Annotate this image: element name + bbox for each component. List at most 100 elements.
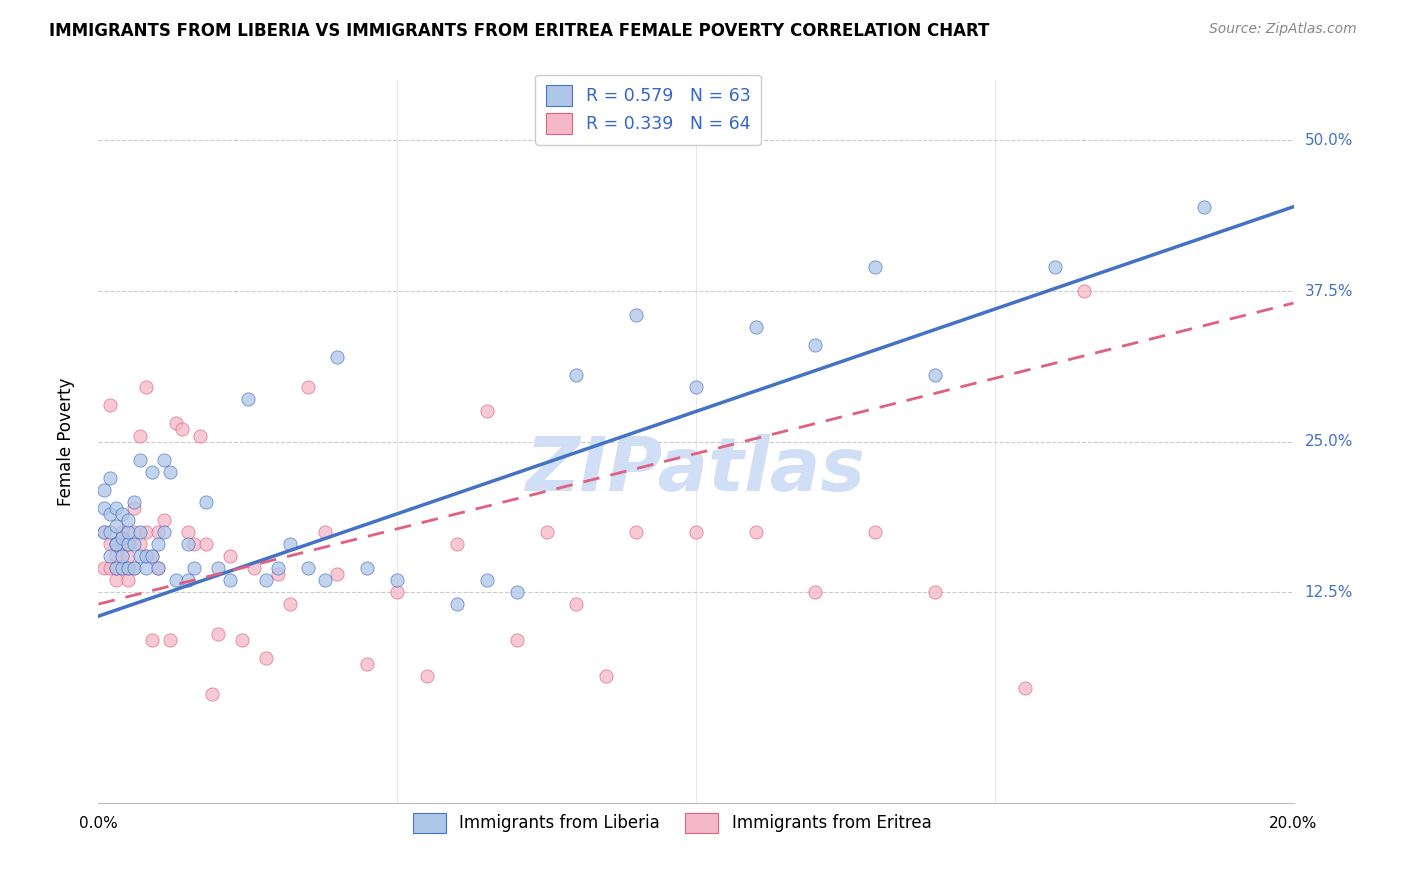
Point xyxy=(183,561,205,575)
Point xyxy=(98,398,122,412)
Point xyxy=(315,524,337,539)
Point xyxy=(595,669,617,683)
Point xyxy=(865,524,887,539)
Point xyxy=(141,549,163,563)
Point xyxy=(201,687,224,701)
Point xyxy=(565,597,588,611)
Point xyxy=(117,537,139,551)
Point xyxy=(804,338,827,352)
Point xyxy=(207,561,229,575)
Point xyxy=(385,585,409,599)
Point xyxy=(183,537,205,551)
Point xyxy=(236,392,259,407)
Point xyxy=(506,585,529,599)
Point xyxy=(148,537,170,551)
Text: 50.0%: 50.0% xyxy=(1305,133,1353,148)
Text: Source: ZipAtlas.com: Source: ZipAtlas.com xyxy=(1209,22,1357,37)
Y-axis label: Female Poverty: Female Poverty xyxy=(56,377,75,506)
Point xyxy=(148,561,170,575)
Point xyxy=(165,417,187,431)
Point xyxy=(98,537,122,551)
Point xyxy=(195,537,218,551)
Point xyxy=(124,494,146,508)
Point xyxy=(148,561,170,575)
Point xyxy=(135,380,157,394)
Point xyxy=(231,633,253,648)
Point xyxy=(1014,681,1036,696)
Point xyxy=(297,561,319,575)
Point xyxy=(297,380,319,394)
Point xyxy=(117,549,139,563)
Point xyxy=(745,320,768,334)
Point xyxy=(141,633,163,648)
Point xyxy=(111,531,134,545)
Point xyxy=(124,500,146,515)
Point xyxy=(416,669,439,683)
Point xyxy=(111,549,134,563)
Point xyxy=(105,500,128,515)
Point xyxy=(98,561,122,575)
Point xyxy=(98,524,122,539)
Point xyxy=(93,524,115,539)
Point xyxy=(117,561,139,575)
Point xyxy=(745,524,768,539)
Point xyxy=(129,452,152,467)
Point xyxy=(356,657,378,672)
Point xyxy=(326,567,349,582)
Point xyxy=(129,549,152,563)
Point xyxy=(177,524,200,539)
Point xyxy=(243,561,266,575)
Point xyxy=(141,549,163,563)
Point xyxy=(111,561,134,575)
Point xyxy=(111,561,134,575)
Point xyxy=(475,404,498,418)
Point xyxy=(98,507,122,521)
Point xyxy=(93,524,115,539)
Point xyxy=(135,549,157,563)
Point xyxy=(446,537,468,551)
Point xyxy=(117,561,139,575)
Point xyxy=(219,549,242,563)
Point xyxy=(93,483,115,497)
Point xyxy=(105,537,128,551)
Point xyxy=(254,573,277,587)
Point xyxy=(195,494,218,508)
Point xyxy=(135,524,157,539)
Point xyxy=(124,561,146,575)
Point xyxy=(148,524,170,539)
Point xyxy=(804,585,827,599)
Point xyxy=(93,561,115,575)
Point xyxy=(153,513,176,527)
Point xyxy=(124,537,146,551)
Point xyxy=(326,350,349,364)
Point xyxy=(159,465,181,479)
Point xyxy=(315,573,337,587)
Point xyxy=(177,537,200,551)
Point xyxy=(278,537,301,551)
Point xyxy=(111,524,134,539)
Point xyxy=(1192,200,1215,214)
Point xyxy=(506,633,529,648)
Point xyxy=(105,537,128,551)
Point xyxy=(135,549,157,563)
Text: 25.0%: 25.0% xyxy=(1305,434,1353,449)
Point xyxy=(124,524,146,539)
Point xyxy=(135,561,157,575)
Point xyxy=(129,428,152,442)
Point xyxy=(865,260,887,274)
Text: IMMIGRANTS FROM LIBERIA VS IMMIGRANTS FROM ERITREA FEMALE POVERTY CORRELATION CH: IMMIGRANTS FROM LIBERIA VS IMMIGRANTS FR… xyxy=(49,22,990,40)
Point xyxy=(141,465,163,479)
Text: 12.5%: 12.5% xyxy=(1305,584,1353,599)
Point xyxy=(117,537,139,551)
Point xyxy=(207,627,229,641)
Point xyxy=(98,549,122,563)
Point xyxy=(536,524,558,539)
Text: 37.5%: 37.5% xyxy=(1305,284,1353,299)
Point xyxy=(254,651,277,665)
Point xyxy=(924,368,946,383)
Point xyxy=(111,507,134,521)
Point xyxy=(565,368,588,383)
Point xyxy=(129,537,152,551)
Point xyxy=(153,452,176,467)
Point xyxy=(105,519,128,533)
